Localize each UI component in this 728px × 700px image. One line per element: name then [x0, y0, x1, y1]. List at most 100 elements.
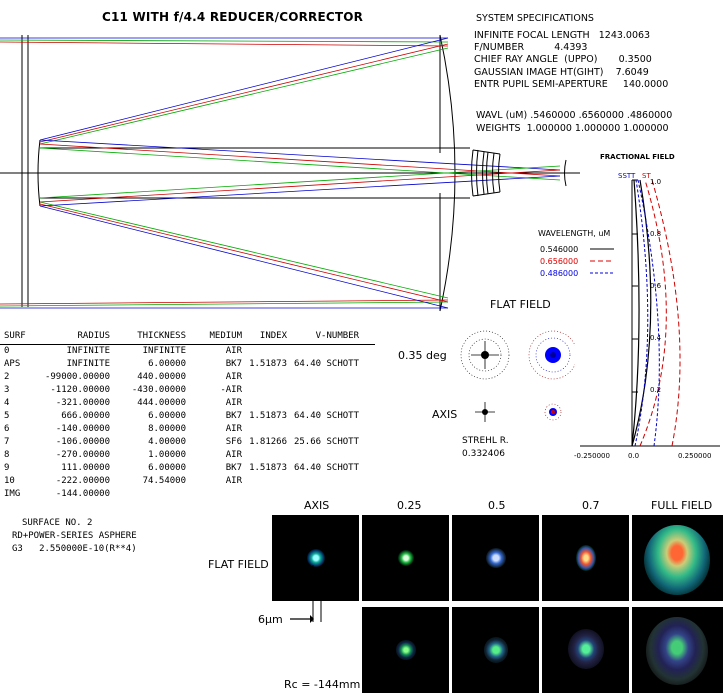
prescription-cell	[287, 449, 359, 462]
y-tick-0-6: 0.6	[650, 282, 662, 290]
spec-line-image-height: GAUSSIAN IMAGE HT(GIHT) 7.6049	[474, 66, 649, 78]
psf-image-r1-025	[362, 515, 449, 601]
prescription-cell	[186, 488, 242, 501]
prescription-cell: 6.00000	[148, 359, 186, 369]
prescription-cell: 25.66 SCHOTT	[293, 437, 359, 447]
prescription-row: 5 666.00000 6.00000 BK7 1.51873 64.40 SCHOTT	[0, 410, 375, 423]
prescription-cell: 440.00000	[137, 372, 186, 382]
prescription-cell: 6.00000	[148, 411, 186, 421]
prescription-cell: 4.00000	[148, 437, 186, 447]
wavelength-entry: 0.486000	[540, 268, 614, 278]
rc-label: Rc = -144mm	[284, 678, 361, 691]
prescription-cell: 8.00000	[148, 424, 186, 434]
surface-note-line1: SURFACE NO. 2	[22, 518, 93, 528]
prescription-cell: AIR	[225, 398, 242, 408]
prescription-cell: -430.00000	[131, 385, 186, 395]
psf-col-07: 0.7	[582, 499, 600, 512]
psf-row-flat-field: FLAT FIELD	[208, 558, 269, 571]
prescription-cell	[242, 449, 287, 462]
psf-image-r1-axis	[272, 515, 359, 601]
legend-sstt: SSTT	[618, 172, 636, 180]
strehl-value: 0.332406	[462, 449, 505, 459]
prescription-cell: 1.81266	[249, 437, 287, 447]
y-tick-0-8: 0.8	[650, 230, 662, 238]
prescription-cell: 2	[4, 372, 10, 382]
surface-note-line2: RD+POWER-SERIES ASPHERE	[12, 531, 137, 541]
prescription-cell: INFINITE	[66, 346, 110, 356]
prescription-cell: 4	[4, 398, 10, 408]
prescription-cell	[242, 371, 287, 384]
spec-weights: WEIGHTS 1.000000 1.000000 1.000000	[476, 123, 669, 134]
prescription-cell: AIR	[225, 476, 242, 486]
spec-line-fnumber: F/NUMBER 4.4393	[474, 42, 588, 54]
prescription-cell: 64.40 SCHOTT	[293, 411, 359, 421]
prescription-cell	[287, 371, 359, 384]
field-curvature-plot	[580, 179, 720, 447]
prescription-cell: -106.00000	[55, 437, 110, 447]
prescription-row: 7 -106.00000 4.00000 SF6 1.81266 25.66 SCHOTT	[0, 436, 375, 449]
legend-st: ST	[642, 172, 651, 180]
spot-flat-field-label: FLAT FIELD	[490, 298, 551, 311]
spec-line-pupil: ENTR PUPIL SEMI-APERTURE 140.0000	[474, 78, 669, 90]
y-tick-0-2: 0.2	[650, 386, 662, 394]
psf-image-r1-full	[632, 515, 723, 601]
x-tick-zero: 0.0	[628, 452, 640, 460]
system-spec-heading: SYSTEM SPECIFICATIONS	[476, 13, 594, 24]
wavelength-legend-title: WAVELENGTH, uM	[538, 229, 611, 238]
spec-line-chief-ray: CHIEF RAY ANGLE (UPPO) 0.3500	[474, 54, 652, 66]
prescription-cell: 7	[4, 437, 10, 447]
prescription-cell	[287, 345, 359, 358]
prescription-cell: -144.00000	[55, 489, 110, 499]
spot-axis-label: AXIS	[432, 408, 458, 421]
prescription-cell: 3	[4, 385, 10, 395]
prescription-row: 0 INFINITE INFINITE AIR	[0, 345, 375, 358]
prescription-cell: -222.00000	[55, 476, 110, 486]
prescription-cell: 111.00000	[61, 463, 110, 473]
prescription-cell: 1.51873	[249, 411, 287, 421]
prescription-cell: 1.00000	[148, 450, 186, 460]
psf-col-axis: AXIS	[304, 499, 330, 512]
y-tick-1-0: 1.0	[650, 178, 662, 186]
prescription-cell: AIR	[225, 424, 242, 434]
prescription-cell: 444.00000	[137, 398, 186, 408]
prescription-cell: IMG	[4, 489, 21, 499]
prescription-cell: 1.51873	[249, 359, 287, 369]
prescription-row: IMG -144.00000	[0, 488, 375, 501]
prescription-cell: BK7	[225, 359, 242, 369]
psf-image-r1-05	[452, 515, 539, 601]
prescription-row: 2 -99000.00000 440.00000 AIR	[0, 371, 375, 384]
prescription-cell	[242, 397, 287, 410]
prescription-cell: 6.00000	[148, 463, 186, 473]
prescription-cell: -1120.00000	[50, 385, 110, 395]
prescription-cell	[242, 488, 287, 501]
prescription-cell	[287, 384, 359, 397]
prescription-cell: 8	[4, 450, 10, 460]
prescription-header: SURF RADIUS THICKNESS MEDIUM INDEX V-NUM…	[0, 330, 375, 345]
prescription-cell: BK7	[225, 411, 242, 421]
psf-image-r2-full	[632, 607, 723, 693]
prescription-cell: 6	[4, 424, 10, 434]
x-tick-pos: 0.250000	[678, 452, 712, 460]
psf-image-r2-025	[362, 607, 449, 693]
prescription-cell: 1.51873	[249, 463, 287, 473]
prescription-cell: 10	[4, 476, 15, 486]
prescription-rows: 0 INFINITE INFINITE AIR APS INFINITE 6.00000 BK…	[0, 345, 375, 501]
prescription-cell: SF6	[225, 437, 242, 447]
spec-line-focal-length: INFINITE FOCAL LENGTH 1243.0063	[474, 30, 651, 41]
prescription-row: 4 -321.00000 444.00000 AIR	[0, 397, 375, 410]
prescription-cell: 9	[4, 463, 10, 473]
prescription-cell	[287, 423, 359, 436]
prescription-cell: 0	[4, 346, 10, 356]
prescription-cell	[242, 423, 287, 436]
prescription-cell: 666.00000	[61, 411, 110, 421]
strehl-label: STREHL R.	[462, 436, 509, 446]
prescription-cell	[242, 345, 287, 358]
prescription-cell: INFINITE	[142, 346, 186, 356]
spot-diagram-plots	[460, 330, 575, 422]
prescription-cell	[242, 384, 287, 397]
prescription-cell: APS	[4, 359, 21, 369]
psf-image-r2-07	[542, 607, 629, 693]
psf-col-025: 0.25	[397, 499, 422, 512]
diagram-title: C11 WITH f/4.4 REDUCER/CORRECTOR	[102, 10, 364, 24]
prescription-row: 6 -140.00000 8.00000 AIR	[0, 423, 375, 436]
